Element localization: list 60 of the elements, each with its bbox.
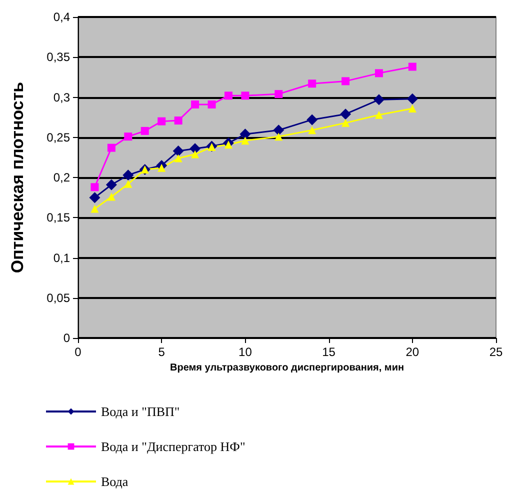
point: [191, 100, 200, 108]
point: [191, 150, 200, 158]
point: [158, 164, 166, 172]
point: [174, 116, 182, 125]
y-tick-label: 0,4: [53, 10, 70, 24]
y-tick-label: 0,1: [53, 250, 70, 265]
point: [342, 118, 350, 127]
point: [340, 108, 352, 120]
point: [408, 62, 416, 71]
point: [240, 128, 251, 140]
point: [241, 136, 250, 145]
point: [273, 124, 284, 136]
point: [140, 126, 149, 135]
point: [124, 132, 132, 141]
point: [274, 90, 283, 98]
point: [208, 100, 216, 108]
point: [90, 204, 99, 213]
point: [107, 144, 116, 152]
point: [408, 104, 416, 112]
point: [172, 146, 184, 157]
y-tick-label: 0,3: [53, 90, 70, 104]
legend-label: Вода и "ПВП": [101, 404, 180, 419]
legend-label: Вода: [101, 474, 128, 489]
y-tick-label: 0,25: [46, 130, 70, 144]
y-tick-label: 0,2: [53, 170, 70, 184]
x-tick-label: 0: [74, 345, 82, 359]
point: [274, 132, 283, 141]
x-axis-title: Время ультразвукового диспергирования, мин: [170, 362, 404, 374]
y-tick-label: 0,05: [46, 290, 70, 305]
point: [224, 92, 232, 100]
x-tick-label: 25: [489, 345, 503, 359]
point: [306, 114, 318, 126]
point: [374, 69, 383, 78]
point: [406, 93, 418, 104]
y-tick-label: 0: [63, 331, 70, 345]
point: [190, 143, 201, 154]
point: [122, 170, 134, 181]
x-tick-label: 10: [238, 345, 252, 359]
point: [89, 192, 100, 204]
point: [373, 94, 384, 106]
legend-label: Вода и "Диспергатор НФ": [101, 439, 246, 454]
x-tick-label: 5: [158, 345, 166, 359]
point: [224, 140, 232, 149]
x-tick-label: 15: [322, 345, 336, 359]
point: [90, 183, 99, 192]
point: [374, 110, 383, 119]
x-tick-label: 20: [406, 345, 420, 359]
point: [124, 180, 132, 188]
point: [241, 92, 250, 100]
point: [308, 126, 316, 134]
y-tick-label: 0,35: [46, 50, 70, 64]
point: [107, 192, 116, 201]
point: [208, 143, 216, 152]
point: [308, 80, 316, 88]
point: [158, 117, 166, 126]
y-axis-title: Оптическая плотность: [8, 82, 27, 274]
point: [174, 154, 182, 162]
y-tick-label: 0,15: [46, 210, 70, 225]
point: [342, 77, 350, 86]
point: [106, 179, 117, 190]
